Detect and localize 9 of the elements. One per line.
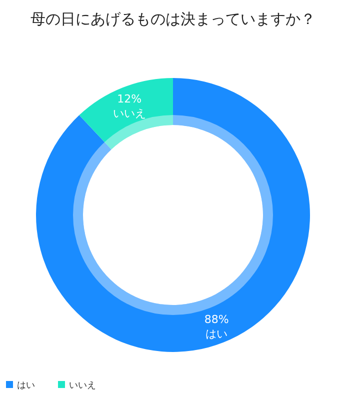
- donut-slice: [79, 78, 173, 150]
- legend-label: いいえ: [69, 381, 96, 391]
- slice-label: いいえ: [112, 106, 146, 120]
- legend-label: はい: [17, 381, 35, 391]
- data-label: 88%: [204, 312, 229, 326]
- data-label: 12%: [117, 92, 142, 106]
- slice-label: はい: [206, 327, 228, 340]
- donut-slice: [36, 78, 310, 352]
- chart-title: 母の日にあげるものは決まっていますか？: [30, 10, 316, 28]
